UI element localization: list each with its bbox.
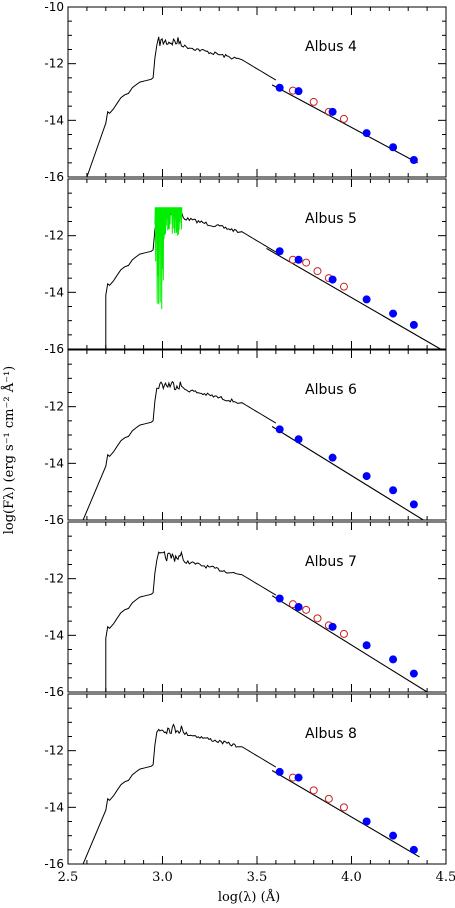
blue-photometry-point [362,129,371,138]
sed-model-curve [105,209,277,349]
red-circle-point [324,794,333,803]
blue-photometry-point [409,320,418,329]
y-tick-label: -12 [44,400,64,414]
y-tick-label: -16 [44,513,64,527]
panel-frame [67,521,447,693]
y-tick-label: -14 [44,628,64,642]
y-tick-label: -12 [44,572,64,586]
panel-2: -12 -14 -16 Albus 5 [44,178,447,356]
sed-model-curve [82,380,277,520]
red-circle-point [313,614,322,623]
x-axis-title: log(λ) (Å) [218,889,280,905]
red-circle-point [302,258,311,267]
blue-photometry-point [294,435,303,444]
blue-photometry-point [294,603,303,611]
blue-photometry-point [389,486,398,495]
y-tick-label: -16 [44,857,64,871]
red-circle-point [309,97,318,106]
blue-photometry-point [328,107,337,116]
observed-spectrum-green [154,207,183,310]
blue-photometry-point [409,669,418,678]
red-circle-point [339,114,348,123]
y-tick-label: -12 [44,57,64,71]
red-circle-point [313,267,322,276]
blue-photometry-point [409,500,418,509]
model-tail-line [266,247,441,349]
blue-photometry-point [275,83,284,92]
y-tick-label: -12 [44,744,64,758]
blue-photometry-point [389,655,398,664]
y-axis-title: log(Fλ) (erg s⁻¹ cm⁻² Å⁻¹) [1,366,17,535]
panel-frame [67,349,447,521]
panel-frame [67,178,447,350]
blue-photometry-point [275,767,284,776]
model-tail-line [271,84,418,164]
panel-title: Albus 4 [305,39,357,55]
y-tick-label: -16 [44,685,64,699]
blue-photometry-point [275,594,284,603]
blue-photometry-point [409,156,418,164]
sed-model-curve [105,550,277,692]
x-tick-label: 3.0 [152,870,173,885]
sed-model-curve [82,723,277,864]
blue-photometry-point [294,87,303,96]
y-tick-label: -14 [44,113,64,127]
blue-photometry-point [328,275,337,284]
model-tail-line [271,770,420,858]
panel-5: -12 -14 -16 Albus 8 [44,693,447,871]
red-circle-point [339,282,348,291]
red-circle-point [309,786,318,795]
y-tick-label: -12 [44,229,64,243]
y-tick-label: -14 [44,800,64,814]
x-tick-label: 4.0 [341,870,362,885]
blue-photometry-point [362,641,371,650]
blue-photometry-point [389,309,398,318]
blue-photometry-point [362,472,371,481]
model-tail-line [271,595,428,692]
blue-photometry-point [275,247,284,256]
panel-title: Albus 8 [305,726,357,742]
x-tick-label: 3.5 [247,870,268,885]
blue-photometry-point [362,817,371,826]
sed-model-curve [86,36,277,177]
y-tick-label: -14 [44,285,64,299]
x-tick-label: 4.5 [436,870,455,885]
blue-photometry-point [275,425,284,434]
red-circle-point [339,803,348,812]
x-tick-label: 2.5 [58,870,79,885]
panel-title: Albus 7 [305,554,357,570]
panel-frame [67,6,447,178]
y-tick-label: -14 [44,456,64,470]
panel-1: -10 -12 -14 -16 Albus 4 [44,0,447,184]
panel-title: Albus 5 [305,211,357,227]
blue-photometry-point [389,143,398,152]
blue-photometry-point [294,773,303,782]
red-circle-point [302,605,311,614]
blue-photometry-point [294,255,303,264]
panel-title: Albus 6 [305,382,357,398]
y-tick-label: -16 [44,342,64,356]
panel-4: -12 -14 -16 Albus 7 [44,521,447,699]
panel-frame [67,693,447,865]
blue-photometry-point [389,831,398,840]
y-tick-label: -10 [44,0,64,14]
blue-photometry-point [328,622,337,631]
blue-photometry-point [328,453,337,462]
panel-3: -12 -14 -16 Albus 6 [44,349,447,527]
red-circle-point [339,629,348,638]
y-tick-label: -16 [44,170,64,184]
blue-photometry-point [362,295,371,304]
blue-photometry-point [409,845,418,854]
